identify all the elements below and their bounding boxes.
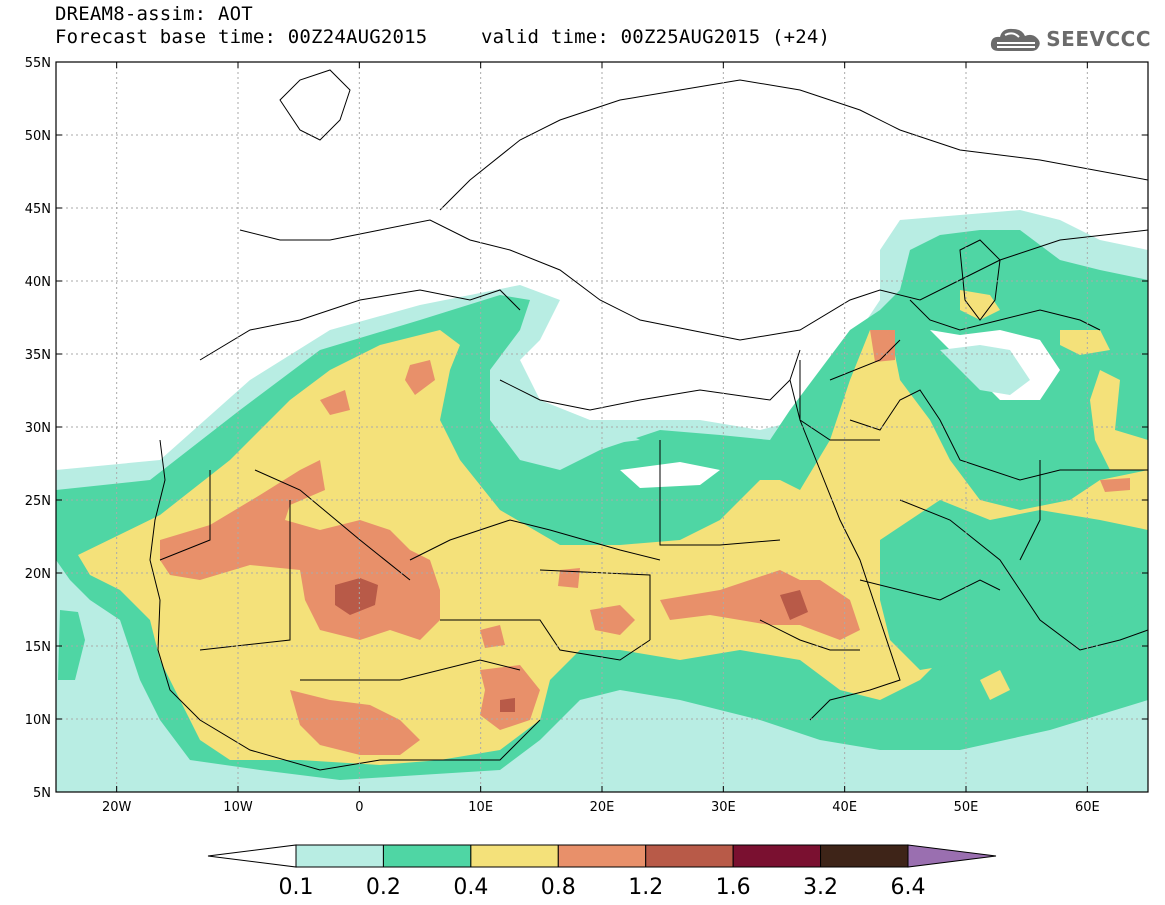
colorbar-level-label: 0.2 [366, 875, 401, 900]
forecast-times: Forecast base time: 00Z24AUG2015 valid ti… [55, 26, 830, 48]
lon-tick-label: 0 [355, 800, 363, 815]
lon-tick-label: 30E [711, 800, 736, 815]
lon-tick-label: 20E [590, 800, 615, 815]
colorbar-bin [820, 844, 909, 868]
colorbar-level-label: 6.4 [891, 875, 926, 900]
colorbar-bin [645, 844, 734, 868]
lat-tick-label: 45N [25, 202, 51, 217]
lon-tick-label: 10W [223, 800, 253, 815]
colorbar-bin [732, 844, 822, 868]
longitude-labels: 20W 10W 0 10E 20E 30E 40E 50E 60E [102, 800, 1100, 815]
lon-tick-label: 20W [102, 800, 132, 815]
colorbar: 0.1 0.2 0.4 0.8 1.2 1.6 3.2 6.4 [207, 844, 997, 900]
lat-tick-label: 40N [25, 275, 51, 290]
lat-tick-label: 10N [25, 713, 51, 728]
colorbar-level-label: 0.1 [279, 875, 314, 900]
colorbar-level-label: 1.2 [628, 875, 663, 900]
map-title: DREAM8-assim: AOT [55, 3, 253, 25]
aot-light-patches [560, 345, 1030, 445]
graticule [56, 61, 1148, 793]
valid-time: valid time: 00Z25AUG2015 (+24) [481, 26, 831, 48]
colorbar-level-label: 3.2 [803, 875, 838, 900]
lon-tick-label: 50E [954, 800, 979, 815]
coastlines [149, 69, 1148, 771]
aot-green-interior [880, 500, 1148, 670]
colorbar-bin [470, 844, 559, 868]
lon-tick-label: 40E [832, 800, 857, 815]
logo-text: SEEVCCC [1046, 27, 1151, 51]
cloud-icon [991, 28, 1041, 51]
colorbar-level-label: 1.6 [716, 875, 751, 900]
colorbar-level-label: 0.4 [453, 875, 488, 900]
lat-tick-label: 5N [33, 786, 51, 801]
aot-level-1-2 [335, 578, 808, 712]
lat-tick-label: 35N [25, 348, 51, 363]
lon-tick-label: 10E [468, 800, 493, 815]
lat-tick-label: 15N [25, 640, 51, 655]
colorbar-bin [382, 844, 472, 868]
plot-frame [55, 61, 1149, 793]
colorbar-bin [557, 844, 647, 868]
lat-tick-label: 30N [25, 421, 51, 436]
lat-tick-label: 20N [25, 567, 51, 582]
latitude-labels: 55N 50N 45N 40N 35N 30N 25N 20N 15N 10N 5N [25, 56, 51, 801]
lat-tick-label: 55N [25, 56, 51, 71]
colorbar-bin [295, 844, 384, 868]
lon-tick-label: 60E [1075, 800, 1100, 815]
lat-tick-label: 25N [25, 494, 51, 509]
colorbar-level-label: 0.8 [541, 875, 576, 900]
colorbar-high-arrow [907, 844, 997, 868]
seevccc-logo: SEEVCCC [989, 24, 1151, 54]
colorbar-low-arrow [207, 844, 297, 868]
base-time: Forecast base time: 00Z24AUG2015 [55, 26, 428, 48]
lat-tick-label: 50N [25, 129, 51, 144]
